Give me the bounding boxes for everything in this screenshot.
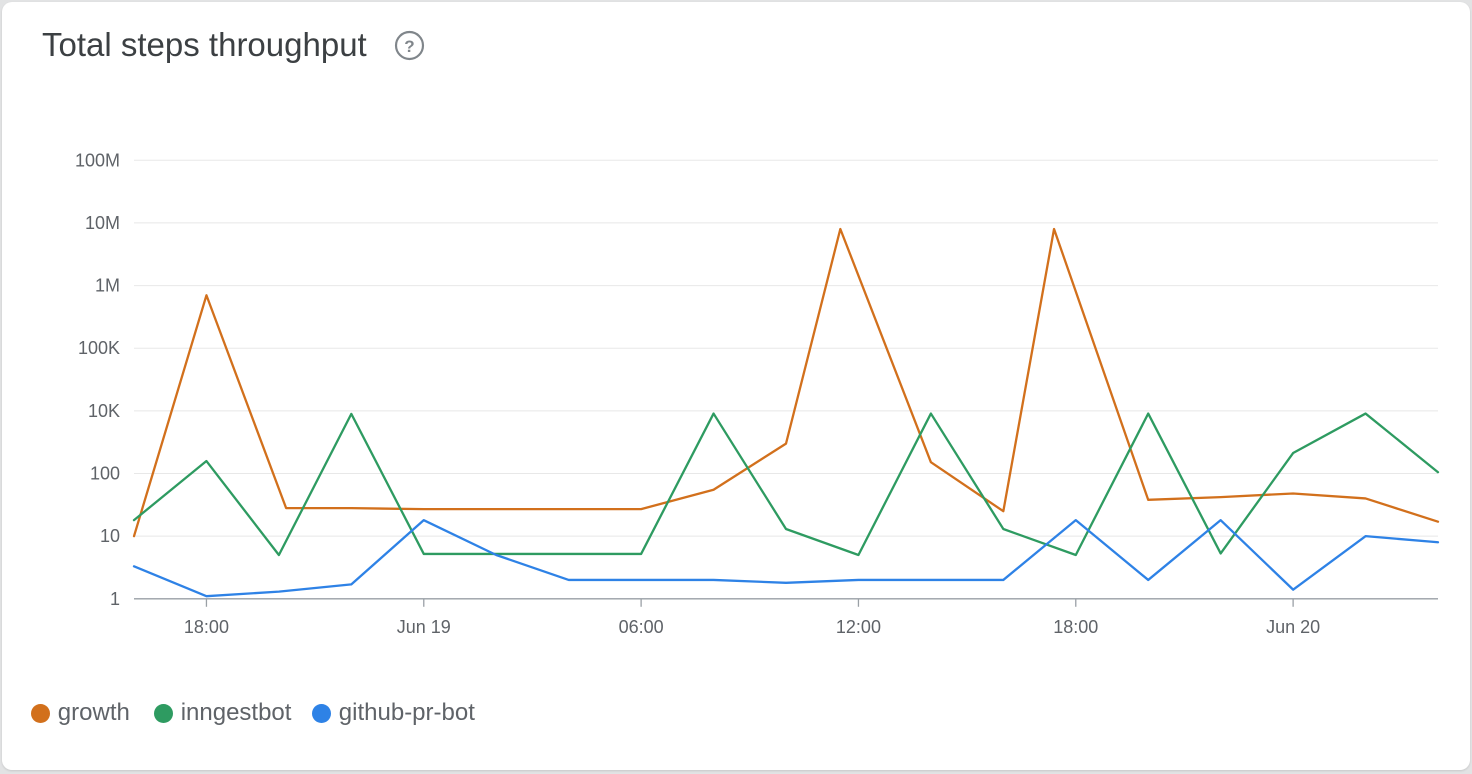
svg-text:1: 1 (110, 589, 120, 609)
svg-text:18:00: 18:00 (1053, 617, 1098, 637)
svg-text:Jun 19: Jun 19 (397, 617, 451, 637)
svg-text:12:00: 12:00 (836, 617, 881, 637)
svg-text:100M: 100M (75, 150, 120, 170)
svg-text:1M: 1M (95, 276, 120, 296)
svg-text:100: 100 (90, 464, 120, 484)
svg-text:100K: 100K (78, 338, 120, 358)
svg-text:10M: 10M (85, 213, 120, 233)
svg-text:10: 10 (100, 526, 120, 546)
svg-text:10K: 10K (88, 401, 120, 421)
svg-text:18:00: 18:00 (184, 617, 229, 637)
svg-text:06:00: 06:00 (619, 617, 664, 637)
svg-text:Jun 20: Jun 20 (1266, 617, 1320, 637)
